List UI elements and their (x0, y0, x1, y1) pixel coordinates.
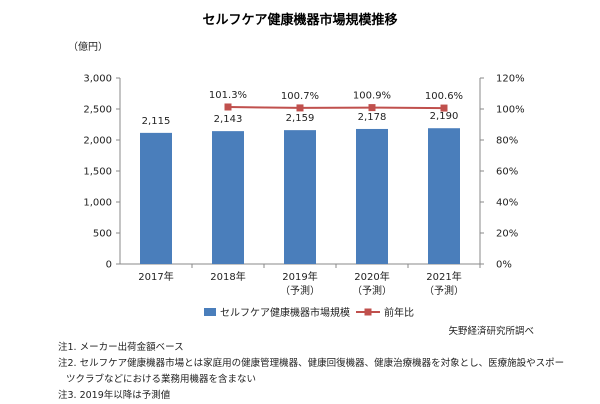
y-left-tick-label: 1,500 (83, 167, 112, 178)
line-value-label: 100.7% (281, 91, 319, 102)
line-value-label: 100.6% (425, 91, 463, 102)
note-3: 注3. 2019年以降は予測値 (58, 390, 171, 401)
bar-value-label: 2,115 (142, 116, 171, 127)
legend: セルフケア健康機器市場規模 前年比 (204, 306, 414, 319)
bar-value-label: 2,190 (430, 111, 459, 122)
y-left-tick-label: 3,000 (83, 74, 112, 85)
bar-value-label: 2,178 (358, 112, 387, 123)
bar-value-label: 2,143 (214, 114, 243, 125)
line-value-label: 101.3% (209, 90, 247, 101)
y-right-tick-label: 120% (496, 74, 525, 85)
bar (356, 128, 388, 264)
note-1: 注1. メーカー出荷金額ベース (58, 342, 184, 353)
y-right-tick-label: 40% (496, 198, 518, 209)
y-left-tick-label: 2,000 (83, 136, 112, 147)
line-point (296, 104, 304, 112)
y-left-tick-label: 1,000 (83, 198, 112, 209)
source-note: 矢野経済研究所調べ (448, 326, 534, 337)
bar (284, 130, 316, 264)
y-left-unit: （億円） (68, 40, 108, 53)
x-tick-label: 2021年 (426, 270, 461, 283)
note-2: 注2. セルフケア健康機器市場とは家庭用の健康管理機器、健康回復機器、健康治療機… (58, 358, 565, 369)
note-2-cont: ツクラブなどにおける業務用機器を含まない (66, 374, 257, 385)
bar-value-label: 2,159 (286, 113, 315, 124)
line-point (368, 104, 376, 112)
x-tick-label: 2020年 (354, 270, 389, 283)
y-left-tick-label: 0 (106, 260, 112, 271)
y-right-tick-label: 0% (496, 260, 512, 271)
x-tick-label: 2017年 (138, 270, 173, 283)
x-tick-sublabel: （予測） (280, 284, 320, 297)
legend-label-bar: セルフケア健康機器市場規模 (220, 306, 350, 319)
x-tick-sublabel: （予測） (424, 284, 464, 297)
y-right-tick-label: 80% (496, 136, 518, 147)
y-right-tick-label: 100% (496, 105, 525, 116)
legend-swatch-bar (204, 308, 216, 316)
line-value-label: 100.9% (353, 91, 391, 102)
line-point (440, 104, 448, 112)
y-right-tick-label: 20% (496, 229, 518, 240)
x-tick-label: 2018年 (210, 270, 245, 283)
line-point (224, 103, 232, 111)
x-tick-sublabel: （予測） (352, 284, 392, 297)
y-left-tick-label: 2,500 (83, 105, 112, 116)
line-series (227, 105, 445, 110)
legend-label-line: 前年比 (384, 306, 414, 319)
legend-swatch-marker (364, 308, 372, 316)
bar (140, 132, 172, 264)
chart-title: セルフケア健康機器市場規模推移 (202, 12, 397, 28)
y-left-tick-label: 500 (93, 229, 112, 240)
bar (428, 128, 460, 264)
x-tick-label: 2019年 (282, 270, 317, 283)
bar (212, 131, 244, 264)
y-right-tick-label: 60% (496, 167, 518, 178)
